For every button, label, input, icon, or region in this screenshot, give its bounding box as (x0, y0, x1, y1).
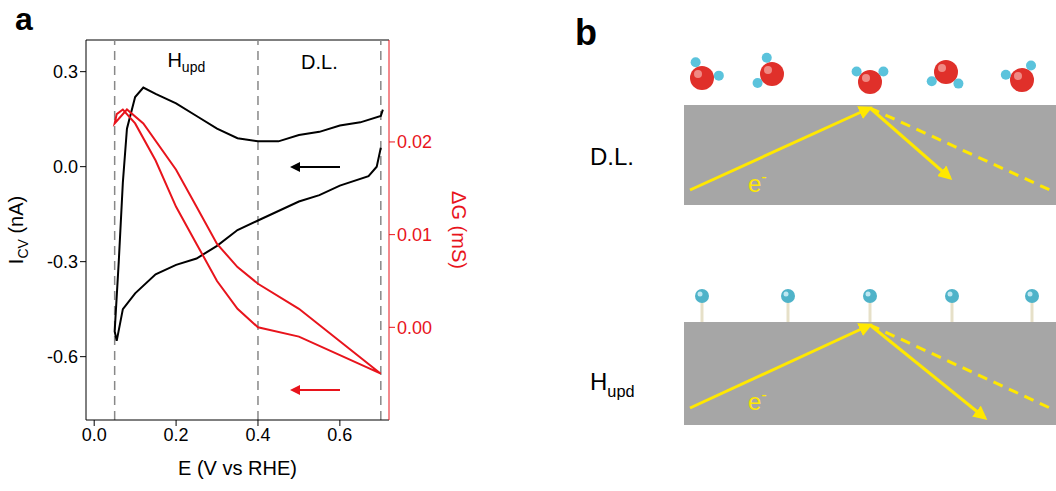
html-text:a: a (15, 1, 33, 37)
html-text:E (V vs RHE): E (V vs RHE) (178, 456, 297, 479)
svg-text:-0.3: -0.3 (47, 252, 78, 272)
svg-text:0.01: 0.01 (397, 225, 432, 245)
svg-text:0.4: 0.4 (245, 425, 270, 445)
svg-text:0.00: 0.00 (397, 318, 432, 338)
svg-text:0.02: 0.02 (397, 132, 432, 152)
svg-text:e-: e- (748, 385, 767, 415)
html-text:(nA): (nA) (5, 195, 27, 240)
svg-text:b: b (575, 12, 597, 53)
svg-text:0.0: 0.0 (82, 425, 107, 445)
svg-text:0.6: 0.6 (327, 425, 352, 445)
html-text:I: I (5, 258, 27, 265)
svg-text:D.L.: D.L. (590, 143, 634, 170)
svg-text:Hupd: Hupd (590, 368, 635, 400)
svg-text:-0.6: -0.6 (47, 347, 78, 367)
html-text:CV: CV (15, 239, 31, 259)
html-text:D.L.: D.L. (301, 50, 338, 73)
svg-text:0.0: 0.0 (53, 157, 78, 177)
svg-text:e-: e- (748, 167, 767, 197)
html-text:ΔG (mS): ΔG (mS) (447, 191, 470, 269)
html-text:Hupd: Hupd (167, 49, 206, 75)
svg-text:0.3: 0.3 (53, 62, 78, 82)
svg-text:0.2: 0.2 (164, 425, 189, 445)
